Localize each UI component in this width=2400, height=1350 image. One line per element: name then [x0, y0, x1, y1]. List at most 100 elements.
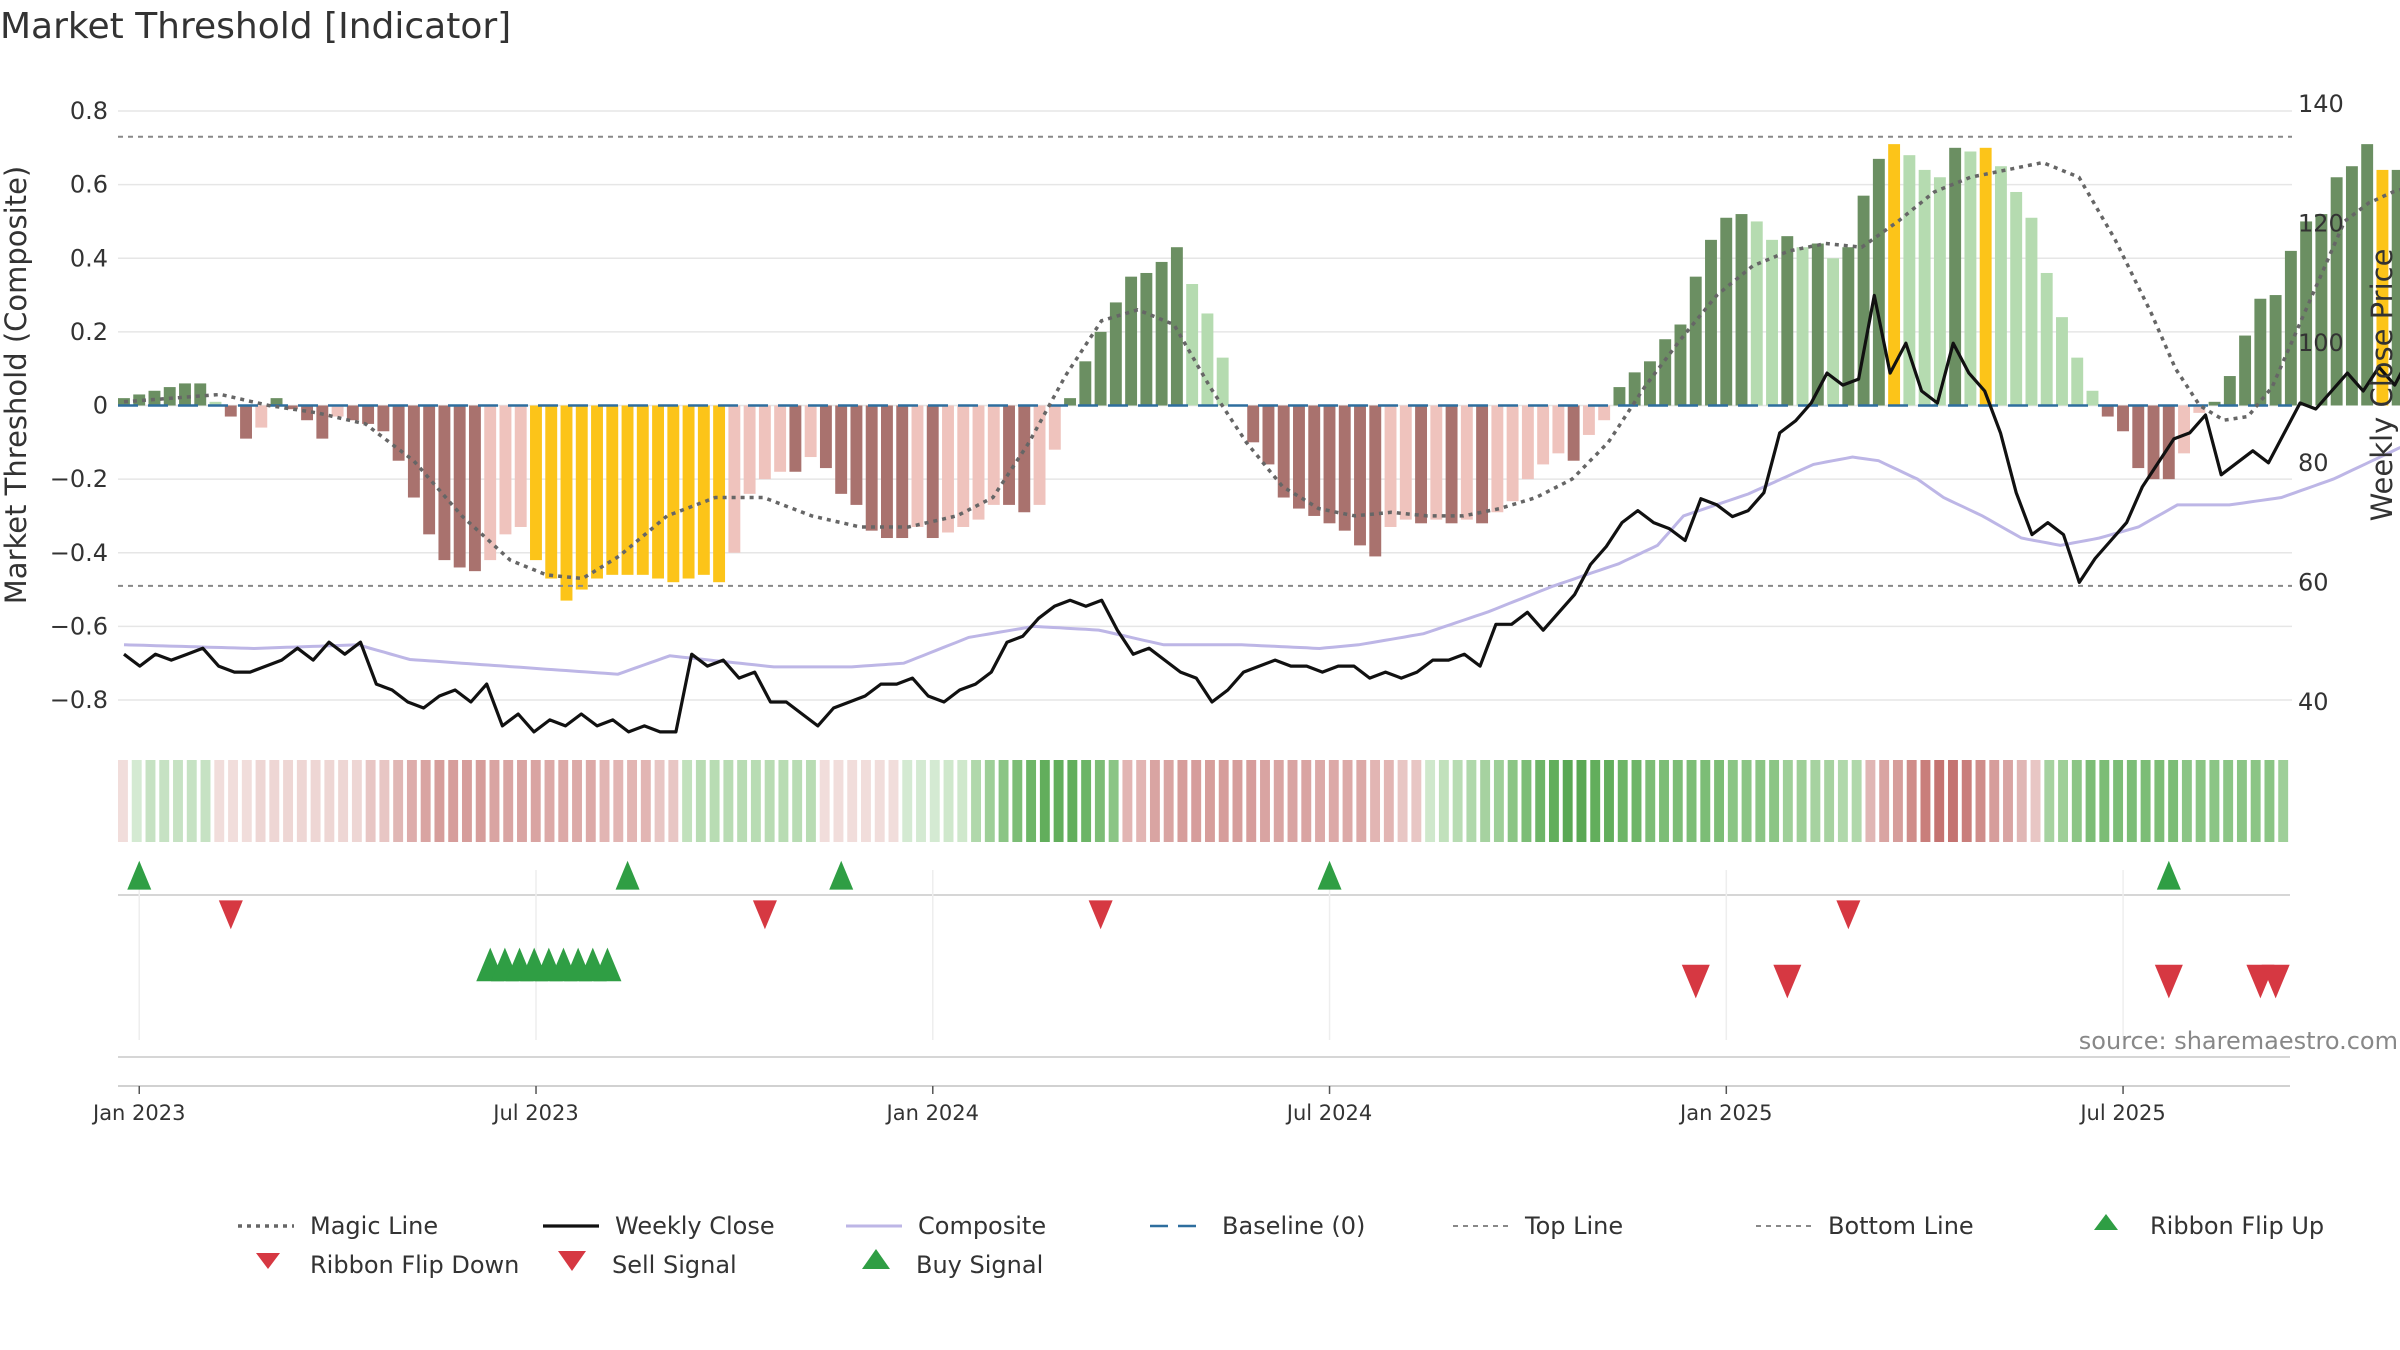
threshold-bar: [2040, 272, 2053, 406]
ribbon-cell: [1094, 760, 1105, 842]
ribbon-cell: [2168, 760, 2179, 842]
threshold-bar: [453, 405, 466, 568]
threshold-bar: [1689, 276, 1702, 406]
ribbon-cell: [764, 760, 775, 842]
ribbon-cell: [1081, 760, 1092, 842]
ribbon-cell: [1521, 760, 1532, 842]
ribbon-cell: [1411, 760, 1422, 842]
threshold-bar: [163, 387, 176, 406]
right-tick-label: 80: [2298, 449, 2329, 477]
ribbon-cell: [2016, 760, 2027, 842]
threshold-bar: [575, 405, 588, 590]
threshold-bar: [2330, 177, 2343, 406]
bars-layer: [118, 144, 2400, 601]
threshold-bar: [1735, 214, 1748, 406]
threshold-bar: [484, 405, 497, 561]
ribbon-cell: [558, 760, 569, 842]
ribbon-cell: [861, 760, 871, 842]
threshold-bar: [1460, 405, 1473, 520]
threshold-bar: [1430, 405, 1443, 520]
threshold-bar: [2300, 221, 2313, 406]
threshold-bar: [285, 405, 298, 410]
ribbon-cell: [1672, 760, 1683, 842]
left-tick-label: −0.4: [50, 539, 108, 567]
ribbon-cell: [283, 760, 294, 842]
threshold-bar: [1613, 387, 1626, 406]
ribbon-flip-down-marker: [1836, 900, 1861, 930]
right-tick-label: 40: [2298, 688, 2329, 716]
ribbon-cell: [1397, 760, 1408, 842]
ribbon-cell: [1012, 760, 1023, 842]
ribbon-cell: [269, 760, 280, 842]
threshold-bar: [2071, 357, 2084, 406]
threshold-bar: [1216, 357, 1229, 406]
ribbon-cell: [241, 760, 252, 842]
threshold-bar: [682, 405, 695, 579]
threshold-bar: [621, 405, 634, 575]
legend-label: Baseline (0): [1222, 1212, 1365, 1240]
left-tick-label: 0.2: [70, 318, 108, 346]
threshold-bar: [240, 405, 252, 439]
ribbon-cell: [145, 760, 156, 842]
ribbon-cell: [1562, 760, 1573, 842]
threshold-bar: [1399, 405, 1412, 520]
ribbon-cell: [1892, 760, 1903, 842]
ribbon-cell: [847, 760, 858, 842]
threshold-bar: [1979, 147, 1992, 406]
ribbon-cell: [1260, 760, 1270, 842]
threshold-bar: [2376, 169, 2389, 406]
magic-line: [123, 160, 2400, 581]
threshold-bar: [743, 405, 756, 494]
ribbon-cell: [709, 760, 720, 842]
ribbon-cell: [173, 760, 183, 842]
threshold-bar: [1674, 324, 1687, 406]
chart-title: Market Threshold [Indicator]: [0, 6, 511, 47]
legend-item-bottom: Bottom Line: [1756, 1212, 1974, 1240]
threshold-bar: [1582, 405, 1595, 435]
ribbon-flip-up-marker: [2156, 860, 2181, 890]
ribbon-cell: [1879, 760, 1890, 842]
ribbon-cell: [1232, 760, 1243, 842]
ribbon-cell: [1796, 760, 1807, 842]
threshold-bar: [499, 405, 512, 535]
threshold-bar: [514, 405, 527, 527]
ribbon-cell: [957, 760, 968, 842]
threshold-bar: [2269, 295, 2282, 406]
ribbon-cell: [1714, 760, 1725, 842]
threshold-bar: [1079, 361, 1092, 406]
ribbon-cell: [1989, 760, 2000, 842]
ribbon-cell: [338, 760, 349, 842]
threshold-bar: [1308, 405, 1321, 516]
threshold-bar: [209, 401, 222, 406]
threshold-bar: [1338, 405, 1351, 531]
ribbon-cell: [228, 760, 238, 842]
threshold-bar: [2345, 166, 2358, 406]
threshold-bar: [1323, 405, 1336, 524]
ribbon-cell: [1108, 760, 1119, 842]
ribbon-flip-down-marker: [1088, 900, 1113, 930]
threshold-bar: [1811, 243, 1824, 406]
ribbon-cell: [1755, 760, 1766, 842]
threshold-bar: [1033, 405, 1046, 505]
ribbon-cell: [1700, 760, 1711, 842]
ribbon-cell: [2195, 760, 2206, 842]
threshold-bar: [881, 405, 893, 539]
left-tick-label: 0.6: [70, 171, 108, 199]
sell-signal-marker: [1773, 964, 1802, 999]
threshold-bar: [636, 405, 649, 575]
ribbon-cell: [434, 760, 445, 842]
legend-item-flipdown: Ribbon Flip Down: [256, 1251, 519, 1279]
threshold-bar: [1857, 195, 1870, 406]
ribbon-cell: [874, 760, 885, 842]
ribbon-cell: [668, 760, 679, 842]
threshold-bar: [1277, 405, 1290, 498]
legend-item-top: Top Line: [1453, 1212, 1623, 1240]
threshold-bar: [133, 394, 146, 406]
ribbon-cell: [1480, 760, 1491, 842]
threshold-bar: [1598, 405, 1611, 421]
ribbon-cell: [778, 760, 789, 842]
ribbon-cell: [819, 760, 830, 842]
threshold-bar: [1415, 405, 1428, 524]
sell-signal-marker: [2261, 964, 2290, 999]
legend-swatch: [862, 1249, 890, 1269]
